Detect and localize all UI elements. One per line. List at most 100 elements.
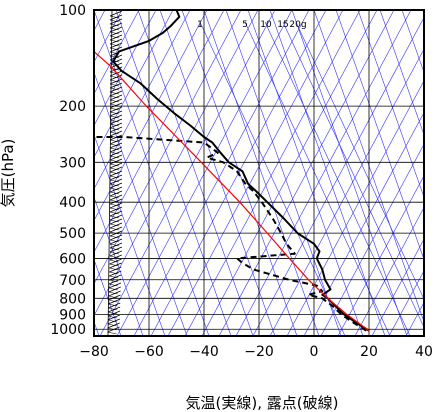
wind-barb [109, 250, 122, 257]
wind-barb [109, 226, 123, 233]
wind-barb-flag [108, 303, 118, 307]
isotherm-line [269, 10, 386, 336]
wind-barb-flag [108, 287, 118, 291]
wind-barb-flag [108, 283, 119, 287]
wind-barb-flag [109, 191, 120, 195]
adiabat-line [99, 10, 276, 336]
isotherm-line [335, 10, 424, 261]
x-tick-label: −20 [244, 344, 274, 360]
wind-barb [109, 190, 123, 197]
isotherm-line [401, 10, 424, 74]
isotherm-line [203, 10, 320, 336]
wind-barb-flag [109, 171, 120, 175]
wind-barb-flag [109, 131, 120, 135]
x-tick-label: 20 [360, 344, 378, 360]
wind-barb [109, 206, 123, 213]
wind-barb [109, 142, 123, 149]
wind-barb-flag [108, 299, 118, 303]
wind-barb [109, 182, 123, 189]
wind-barb [109, 174, 123, 181]
wind-barbs [107, 10, 123, 336]
y-tick-label: 700 [59, 273, 86, 289]
wind-barb [108, 302, 121, 309]
x-tick-label: −80 [79, 344, 109, 360]
wind-barb [109, 42, 123, 49]
isotherm-line [225, 10, 342, 336]
adiabat-line [94, 10, 225, 253]
wind-barb [109, 82, 123, 89]
adiabat-line [116, 10, 293, 336]
wind-barb [108, 286, 121, 293]
wind-barb [109, 246, 123, 253]
isotherm-line [291, 10, 408, 336]
wind-barb [109, 158, 123, 165]
wind-barb-flag [109, 103, 120, 107]
wind-barb-flag [107, 331, 117, 335]
wind-barb [108, 294, 121, 301]
wind-barb-flag [109, 159, 120, 163]
adiabat-line [320, 143, 424, 336]
wind-barb-flag [109, 187, 120, 191]
wind-barb-flag [109, 127, 120, 131]
wind-barb [108, 298, 121, 305]
wind-barb [109, 198, 123, 205]
wind-barb [109, 38, 123, 45]
isotherm-line [94, 258, 122, 336]
wind-barb-flag [109, 195, 120, 199]
wind-barb [107, 326, 120, 333]
isotherm-line [423, 10, 424, 11]
wind-barb-flag [107, 323, 117, 327]
wind-barb [109, 270, 122, 277]
wind-barb [109, 254, 122, 261]
wind-barb-flag [109, 231, 120, 235]
wind-barb [109, 162, 123, 169]
wind-barb [109, 150, 123, 157]
adiabat-line [94, 10, 208, 222]
wind-barb-flag [109, 91, 120, 95]
adiabat-line [94, 10, 140, 95]
mixing-ratio-line [264, 21, 411, 336]
isotherm-line [313, 10, 424, 323]
wind-barb [109, 262, 122, 269]
wind-barb [107, 314, 121, 321]
wind-barb-flag [109, 123, 120, 127]
wind-barb [109, 266, 122, 273]
wind-barb [109, 166, 123, 173]
adiabat-line [269, 48, 424, 336]
wind-barb-flag [109, 203, 120, 207]
dewpoint-line [94, 136, 367, 332]
wind-barb [109, 134, 123, 141]
wind-barb-flag [109, 219, 120, 223]
y-tick-label: 200 [59, 99, 86, 115]
adiabat-line [94, 10, 191, 190]
wind-barb [109, 114, 123, 121]
wind-barb [107, 318, 120, 325]
wind-barb [109, 214, 123, 221]
wind-barb-flag [109, 207, 120, 211]
x-tick-label: 0 [310, 344, 319, 360]
wind-barb-flag [109, 239, 120, 243]
wind-barb-flag [109, 83, 120, 87]
mixing-ratio-line [199, 21, 346, 336]
wind-barb [109, 102, 123, 109]
temperature-line [112, 10, 370, 332]
wind-barb-flag [109, 211, 120, 215]
isotherm-line [357, 10, 424, 198]
wind-barb-flag [109, 183, 120, 187]
wind-barb [109, 242, 123, 249]
adiabat-line [405, 301, 424, 336]
wind-barb-flag [108, 307, 118, 311]
parcel-curve [94, 51, 370, 332]
isotherm-line [379, 10, 424, 136]
wind-barb-flag [109, 227, 120, 231]
wind-barb [108, 274, 122, 281]
wind-barb [109, 218, 123, 225]
adiabat-line [94, 10, 259, 317]
mixing-ratio-label: 5 [242, 20, 248, 30]
wind-barb [108, 306, 121, 313]
wind-barb [109, 58, 123, 65]
wind-barb-flag [109, 215, 120, 219]
wind-barb-flag [109, 255, 119, 259]
wind-barb-flag [109, 275, 119, 279]
